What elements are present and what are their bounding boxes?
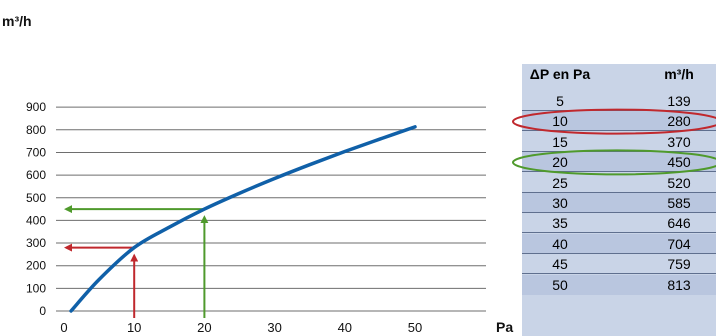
x-tick-label: 50 xyxy=(408,320,422,335)
y-axis-unit-label: m³/h xyxy=(2,13,32,29)
cell-flow: 520 xyxy=(667,174,691,191)
series-line xyxy=(69,125,417,313)
y-tick-labels: 0 100 200 300 400 500 600 700 800 900 xyxy=(26,100,46,318)
table-row: 10 280 xyxy=(522,111,716,132)
table-row: 15 370 xyxy=(522,132,716,152)
cell-pressure: 5 xyxy=(556,93,564,109)
cell-flow: 759 xyxy=(667,256,691,273)
y-tick-label: 600 xyxy=(26,168,46,182)
x-tick-label: 10 xyxy=(127,320,141,335)
table-row: 5 139 xyxy=(522,91,716,111)
table-header: ΔP en Pa m³/h xyxy=(522,64,716,86)
y-tick-label: 800 xyxy=(26,123,46,137)
cell-flow: 450 xyxy=(667,154,691,171)
y-tick-label: 400 xyxy=(26,213,46,227)
table-row: 45 759 xyxy=(522,254,716,275)
cell-flow: 585 xyxy=(667,195,691,211)
table-row: 20 450 xyxy=(522,152,716,173)
y-tick-label: 300 xyxy=(26,236,46,250)
x-axis-unit-label: Pa xyxy=(496,319,513,335)
y-tick-label: 0 xyxy=(39,304,46,318)
x-tick-label: 0 xyxy=(60,320,67,335)
series-lines xyxy=(69,125,417,313)
x-tick-label: 40 xyxy=(338,320,352,335)
table-row: 30 585 xyxy=(522,193,716,213)
cell-flow: 370 xyxy=(667,133,691,150)
grid-lines xyxy=(56,106,486,312)
cell-pressure: 15 xyxy=(552,133,568,150)
readout-arrows xyxy=(64,205,209,318)
cell-flow: 646 xyxy=(667,215,691,232)
x-tick-labels: 0 10 20 30 40 50 xyxy=(60,320,422,335)
x-tick-label: 20 xyxy=(197,320,211,335)
table-row: 35 646 xyxy=(522,213,716,234)
y-tick-label: 900 xyxy=(26,100,46,114)
table-row: 50 813 xyxy=(522,274,716,295)
cell-flow: 139 xyxy=(667,93,691,109)
table-row: 40 704 xyxy=(522,233,716,254)
header-flow: m³/h xyxy=(664,66,694,82)
cell-flow: 813 xyxy=(667,276,691,293)
y-tick-label: 200 xyxy=(26,259,46,273)
flow-table: ΔP en Pa m³/h 5 139 10 280 15 370 20 450 25 520 30… xyxy=(522,64,716,336)
table-row: 25 520 xyxy=(522,173,716,193)
y-tick-label: 500 xyxy=(26,191,46,205)
x-tick-label: 30 xyxy=(267,320,281,335)
y-tick-label: 100 xyxy=(26,281,46,295)
cell-pressure: 40 xyxy=(552,235,568,252)
cell-pressure: 25 xyxy=(552,174,568,191)
cell-pressure: 35 xyxy=(552,215,568,232)
cell-pressure: 45 xyxy=(552,256,568,273)
cell-flow: 704 xyxy=(667,235,691,252)
cell-pressure: 10 xyxy=(552,113,568,130)
cell-pressure: 20 xyxy=(552,154,568,171)
cell-pressure: 30 xyxy=(552,195,568,211)
cell-pressure: 50 xyxy=(552,276,568,293)
cell-flow: 280 xyxy=(667,113,691,130)
y-tick-label: 700 xyxy=(26,145,46,159)
header-pressure: ΔP en Pa xyxy=(529,66,591,82)
